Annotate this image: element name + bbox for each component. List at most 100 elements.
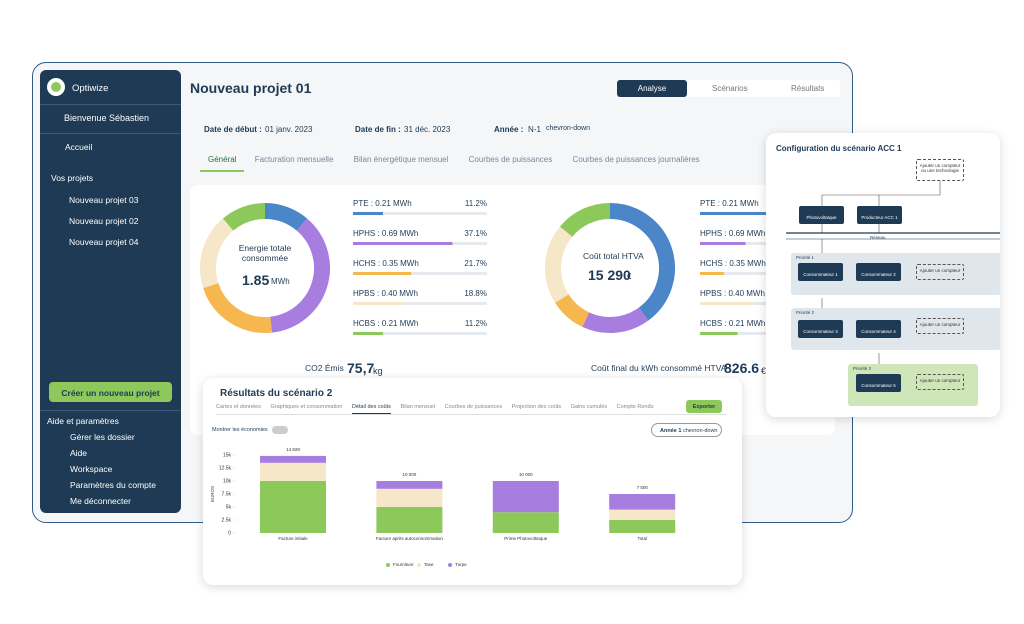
subtab[interactable]: Bilan énergétique mensuel xyxy=(353,155,449,164)
end-date: 31 déc. 2023 xyxy=(404,125,451,134)
row-percent: 21.7% xyxy=(464,259,487,268)
x-tick-label: Total xyxy=(637,536,647,541)
year-select[interactable]: Année 1 chevron-down xyxy=(651,423,722,437)
subtab[interactable]: Facturation mensuelle xyxy=(254,155,334,164)
toggle-label: Montrer les économies xyxy=(212,427,268,433)
bar-segment xyxy=(609,494,676,510)
add-node[interactable]: Ajouter un compteur ou une technologie xyxy=(916,159,964,181)
donut2-title: Coût total HTVA xyxy=(583,251,644,261)
y-axis-label: EUROS xyxy=(210,486,215,502)
subtabs: Général Facturation mensuelle Bilan éner… xyxy=(200,155,700,172)
bar-total-label: 7 500 xyxy=(637,485,649,490)
add-node[interactable]: Ajouter un compteur xyxy=(916,374,964,390)
tab[interactable]: Gains cumulés xyxy=(570,404,608,410)
help-link[interactable]: Aide xyxy=(70,448,88,458)
logo xyxy=(47,78,65,96)
bar-segment xyxy=(492,481,559,513)
start-label: Date de début : xyxy=(204,125,262,134)
tab[interactable]: Résultats xyxy=(791,84,825,93)
progress-bar xyxy=(353,332,384,335)
progress-bar xyxy=(700,302,754,305)
year: Année 1 xyxy=(660,428,682,434)
y-tick-label: 7.5k xyxy=(222,491,232,497)
progress-bar xyxy=(700,242,746,245)
row-label: HPBS : 0.40 MWh xyxy=(700,289,765,298)
tab[interactable]: Bilan mensuel xyxy=(400,404,436,410)
progress-bar xyxy=(353,212,384,215)
bar-segment xyxy=(260,462,326,481)
donut-segment xyxy=(545,226,573,303)
node[interactable]: Consommateur 2 xyxy=(856,263,901,281)
co2-unit: kg xyxy=(373,366,383,376)
year-label: Année : xyxy=(494,125,524,134)
row-label: PTE : 0.21 MWh xyxy=(353,199,412,208)
node[interactable]: Producteur ACC 1 xyxy=(857,206,902,224)
node[interactable]: Consommateur 3 xyxy=(798,320,843,338)
subtab-active[interactable]: Général xyxy=(200,155,245,172)
tab[interactable]: Projection des coûts xyxy=(511,404,562,410)
results-tabs: Cartes et données Graphiques et consomma… xyxy=(216,404,726,415)
cost-label: Coût final du kWh consommé HTVA xyxy=(591,363,727,373)
priority-label: Priorité 2 xyxy=(796,310,815,315)
project-link[interactable]: Nouveau projet 04 xyxy=(69,237,139,247)
node[interactable]: Consommateur 1 xyxy=(798,263,843,281)
project-link[interactable]: Nouveau projet 03 xyxy=(69,195,139,205)
donut2-unit: € xyxy=(627,272,632,281)
donut1-unit: MWh xyxy=(271,277,290,286)
node[interactable]: Consommateur 4 xyxy=(856,320,901,338)
project-link[interactable]: Nouveau projet 02 xyxy=(69,216,139,226)
y-tick-label: 12.5k xyxy=(219,465,232,471)
tab-active[interactable]: Analyse xyxy=(617,80,687,97)
row-percent: 11.2% xyxy=(465,199,487,208)
subtab[interactable]: Courbes de puissances journalières xyxy=(572,155,700,164)
create-button[interactable]: Créer un nouveau projet xyxy=(49,382,172,402)
co2-label: CO2 Émis xyxy=(305,363,344,373)
progress-bar xyxy=(353,272,412,275)
row-label: HCBS : 0.21 MWh xyxy=(700,319,765,328)
add-node[interactable]: Ajouter un compteur xyxy=(916,318,964,334)
tab[interactable]: Graphiques et consommation xyxy=(270,404,343,410)
year-select[interactable]: N-1 xyxy=(528,125,541,134)
add-node[interactable]: Ajouter un compteur xyxy=(916,264,964,280)
tab[interactable]: Courbes de puissances xyxy=(444,404,503,410)
help-link[interactable]: Me déconnecter xyxy=(70,496,131,506)
y-tick-label: 10k xyxy=(223,478,232,484)
tab-bar: Analyse Scénarios Résultats xyxy=(617,80,840,97)
row-label: HCBS : 0.21 MWh xyxy=(353,319,418,328)
row-percent: 18.8% xyxy=(464,289,487,298)
toggle[interactable] xyxy=(272,426,288,434)
tab[interactable]: Compte Rendu xyxy=(616,404,654,410)
legend-label: Fourniture xyxy=(393,562,414,567)
help-link[interactable]: Gérer les dossier xyxy=(70,432,135,442)
bar-segment xyxy=(376,481,443,489)
tab[interactable]: Cartes et données xyxy=(216,404,261,410)
bar-segment xyxy=(609,520,676,533)
brand: Optiwize xyxy=(72,83,109,94)
legend-label: Turpe xyxy=(455,562,467,567)
projects-header: Vos projets xyxy=(51,173,94,183)
bar-segment xyxy=(376,507,443,533)
cost-unit: € xyxy=(761,366,767,376)
row-percent: 11.2% xyxy=(465,319,487,328)
year-icon: chevron-down xyxy=(682,428,718,434)
subtab[interactable]: Courbes de puissances xyxy=(468,155,553,164)
donut2-value: 15 290 xyxy=(588,267,631,283)
cost-value: 826.6 xyxy=(724,360,760,376)
bar-total-label: 10 000 xyxy=(403,472,417,477)
help-link[interactable]: Workspace xyxy=(70,464,113,474)
node[interactable]: Consommateur 5 xyxy=(856,374,901,392)
progress-bar xyxy=(700,212,766,215)
export-button[interactable]: Exporter xyxy=(686,400,722,413)
progress-bar xyxy=(353,242,453,245)
legend-label: Taxe xyxy=(424,562,434,567)
bar-segment xyxy=(492,512,559,533)
row-label: HCHS : 0.35 MWh xyxy=(353,259,419,268)
help-link[interactable]: Paramètres du compte xyxy=(70,480,156,490)
tab[interactable]: Scénarios xyxy=(712,84,748,93)
grid-label: Réseau xyxy=(870,235,886,240)
donut-segment xyxy=(222,203,266,231)
node[interactable]: Photovoltaïque xyxy=(799,206,844,224)
nav-home[interactable]: Accueil xyxy=(65,142,93,152)
tab[interactable]: Détail des coûts xyxy=(351,404,391,414)
